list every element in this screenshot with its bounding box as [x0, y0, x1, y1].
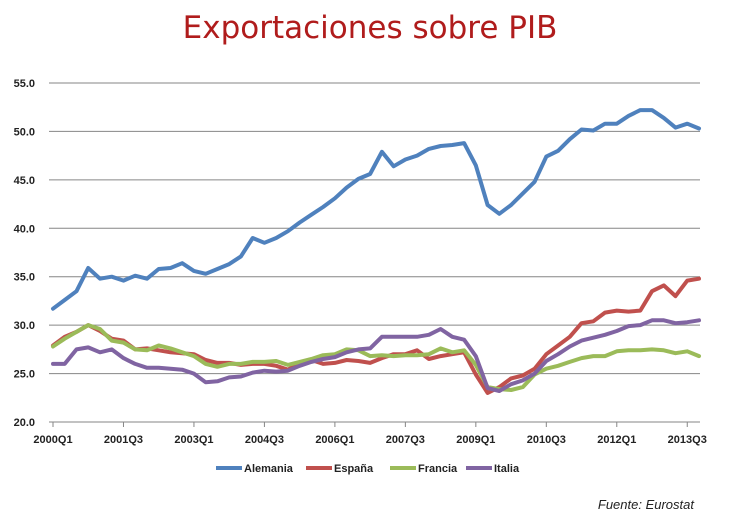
x-axis-ticks: 2000Q1 2001Q3 2003Q1 2004Q3 2006Q1 2007Q3 2009…	[33, 422, 707, 446]
y-tick-label: 30.0	[14, 320, 35, 332]
y-tick-label: 45.0	[14, 175, 35, 187]
legend-item: Italia	[466, 463, 520, 475]
x-tick-label: 2004Q3	[245, 434, 284, 446]
x-tick-label: 2012Q1	[597, 434, 636, 446]
series-lines	[51, 108, 701, 395]
x-tick-label: 2010Q3	[527, 434, 566, 446]
x-tick-label: 2007Q3	[386, 434, 425, 446]
legend: Alemania España Francia Italia	[216, 463, 520, 475]
x-tick-label: 2009Q1	[456, 434, 495, 446]
x-tick-label: 2006Q1	[315, 434, 354, 446]
legend-item: Francia	[390, 463, 458, 475]
series-line-españa	[51, 276, 701, 395]
y-tick-label: 20.0	[14, 417, 35, 429]
y-tick-label: 35.0	[14, 272, 35, 284]
series-line-alemania	[51, 108, 701, 311]
y-tick-label: 40.0	[14, 223, 35, 235]
source-note: Fuente: Eurostat	[598, 497, 695, 512]
series-line-francia	[51, 323, 701, 392]
grid-lines	[49, 82, 700, 375]
chart-title: Exportaciones sobre PIB	[183, 10, 558, 46]
legend-item: Alemania	[216, 463, 294, 475]
legend-item: España	[306, 463, 374, 475]
y-tick-label: 50.0	[14, 126, 35, 138]
series-line-italia	[51, 318, 701, 393]
y-axis-ticks: 20.0 25.0 30.0 35.0 40.0 45.0 50.0 55.0	[14, 78, 35, 429]
legend-label: España	[334, 463, 374, 475]
x-tick-label: 2013Q3	[668, 434, 707, 446]
legend-label: Francia	[418, 463, 458, 475]
x-tick-label: 2001Q3	[104, 434, 143, 446]
legend-label: Alemania	[244, 463, 294, 475]
x-tick-label: 2003Q1	[174, 434, 213, 446]
legend-label: Italia	[494, 463, 520, 475]
y-tick-label: 55.0	[14, 78, 35, 90]
y-tick-label: 25.0	[14, 369, 35, 381]
x-tick-label: 2000Q1	[33, 434, 72, 446]
